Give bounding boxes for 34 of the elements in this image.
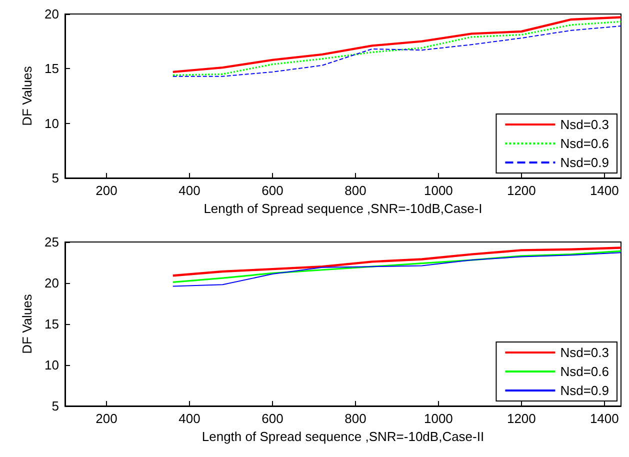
legend-label: Nsd=0.3 [560,345,610,360]
x-tick-label: 600 [262,183,284,198]
x-tick-label: 600 [262,411,284,426]
y-axis-title: DF Values [20,294,35,354]
y-tick-label: 20 [44,6,59,22]
legend-label: Nsd=0.9 [560,383,610,398]
y-tick-label: 15 [44,61,59,76]
x-tick-label: 200 [96,411,118,426]
legend-label: Nsd=0.9 [560,155,610,170]
x-tick-label: 1200 [506,411,536,426]
x-tick-label: 1000 [424,411,453,426]
x-tick-label: 400 [178,183,200,198]
x-axis-title: Length of Spread sequence ,SNR=-10dB,Case-II [202,428,484,444]
y-tick-label: 20 [44,276,59,290]
x-tick-label: 200 [96,183,118,198]
y-tick-label: 5 [52,170,59,186]
y-tick-label: 15 [44,316,59,332]
legend-label: Nsd=0.6 [560,136,610,151]
y-axis-title: DF Values [20,66,35,126]
x-tick-label: 400 [178,411,200,426]
x-tick-label: 1400 [590,183,619,198]
x-tick-label: 1200 [506,183,536,198]
x-tick-label: 800 [344,411,366,426]
legend-label: Nsd=0.6 [560,364,610,379]
y-tick-label: 5 [52,398,59,414]
x-axis-title: Length of Spread sequence ,SNR=-10dB,Case-I [204,200,482,216]
line-series [172,246,622,277]
x-tick-label: 800 [344,183,366,198]
x-tick-label: 1400 [590,411,619,426]
legend-label: Nsd=0.3 [560,117,610,132]
y-tick-label: 10 [44,116,59,131]
y-tick-label: 10 [44,358,59,372]
x-tick-label: 1000 [424,183,453,198]
y-tick-label: 25 [44,234,59,250]
